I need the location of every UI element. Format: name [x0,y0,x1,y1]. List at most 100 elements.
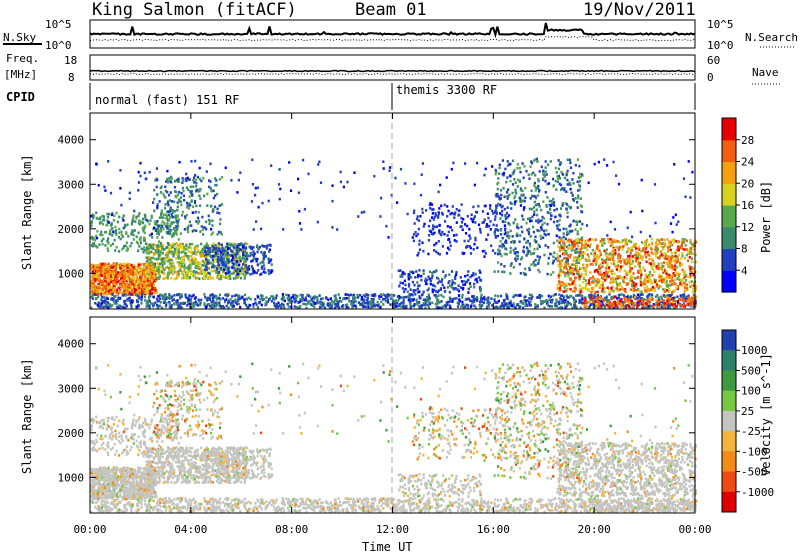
power-cell [190,251,193,254]
power-cell [564,237,567,241]
power-cell [587,305,590,309]
power-cell [483,255,486,258]
power-cell [146,281,149,285]
power-cell [538,258,541,262]
power-cell [435,250,438,254]
power-cell [579,204,582,207]
power-cell [639,268,642,272]
power-cell [120,276,123,280]
power-cell [264,302,267,305]
power-cell [576,200,579,204]
power-cell [354,296,357,300]
power-cell [437,216,440,219]
power-cell [129,279,132,282]
power-cell [621,293,624,296]
power-cell [332,300,336,304]
power-cell [357,296,360,299]
power-cell [105,275,108,278]
power-cell [442,270,445,273]
power-cell [412,239,415,243]
power-cell [415,270,418,273]
power-cell [427,252,430,256]
power-cell [155,229,158,232]
power-cell [552,197,555,201]
power-cell [639,302,642,306]
power-cell [456,305,460,308]
power-cell [215,258,218,261]
power-cell [112,265,115,269]
power-cell [600,300,604,303]
power-cell [402,271,405,274]
power-cell [527,230,530,234]
power-cell [446,286,449,289]
power-cell [282,303,285,307]
power-cell [462,283,465,286]
power-cell [411,293,414,297]
power-cell [501,270,504,274]
power-cell [166,276,169,279]
power-cell [144,277,147,281]
power-cell [559,161,563,165]
power-cell [124,285,127,289]
power-cell [159,225,162,228]
power-cell [497,294,500,298]
power-cell [577,176,580,179]
power-cell [222,268,226,272]
power-cell [136,291,139,294]
power-cell [196,222,199,225]
power-cell [247,296,250,300]
power-cell [403,290,406,294]
power-cell [537,218,540,221]
power-cell [472,217,476,220]
power-cell [204,275,208,278]
power-cell [147,277,150,280]
power-cell [225,298,228,301]
power-cell [565,208,568,211]
power-cell [605,295,609,299]
power-cell [106,219,109,223]
power-cell [505,180,508,184]
power-cell [227,247,230,250]
power-cell [499,233,503,236]
power-cell [335,304,338,308]
power-cell [509,229,512,233]
power-cell [116,299,120,302]
power-cell [261,265,264,268]
power-cell [525,221,528,225]
power-cell [455,273,458,277]
power-cell [195,182,198,185]
power-cell [188,306,192,310]
power-cell [189,190,192,193]
power-cell [106,293,109,296]
power-cell [251,267,254,270]
power-cell [555,171,558,174]
power-cell [159,241,162,245]
power-cell [584,273,587,276]
power-cell [416,215,419,218]
power-cell [227,277,230,280]
power-cell [168,258,171,262]
power-cell [683,240,686,244]
power-cell [352,293,355,297]
power-cell [203,194,206,198]
power-cell [93,273,97,277]
power-cell [218,244,221,247]
power-cell [177,273,180,276]
power-cell [572,219,575,223]
power-cell [241,256,245,259]
power-cell [537,243,540,247]
power-cell [162,227,165,231]
power-cell [238,273,241,276]
power-cell [520,256,524,259]
power-cell [511,159,515,163]
power-cell [220,255,223,259]
power-cell [526,251,529,255]
power-cell [523,165,526,168]
power-cell [209,205,213,208]
power-cell [491,249,495,252]
power-cell [604,261,607,264]
power-cell [469,299,472,302]
power-cell [229,303,233,307]
power-cell [404,283,407,287]
power-cell [186,204,189,207]
